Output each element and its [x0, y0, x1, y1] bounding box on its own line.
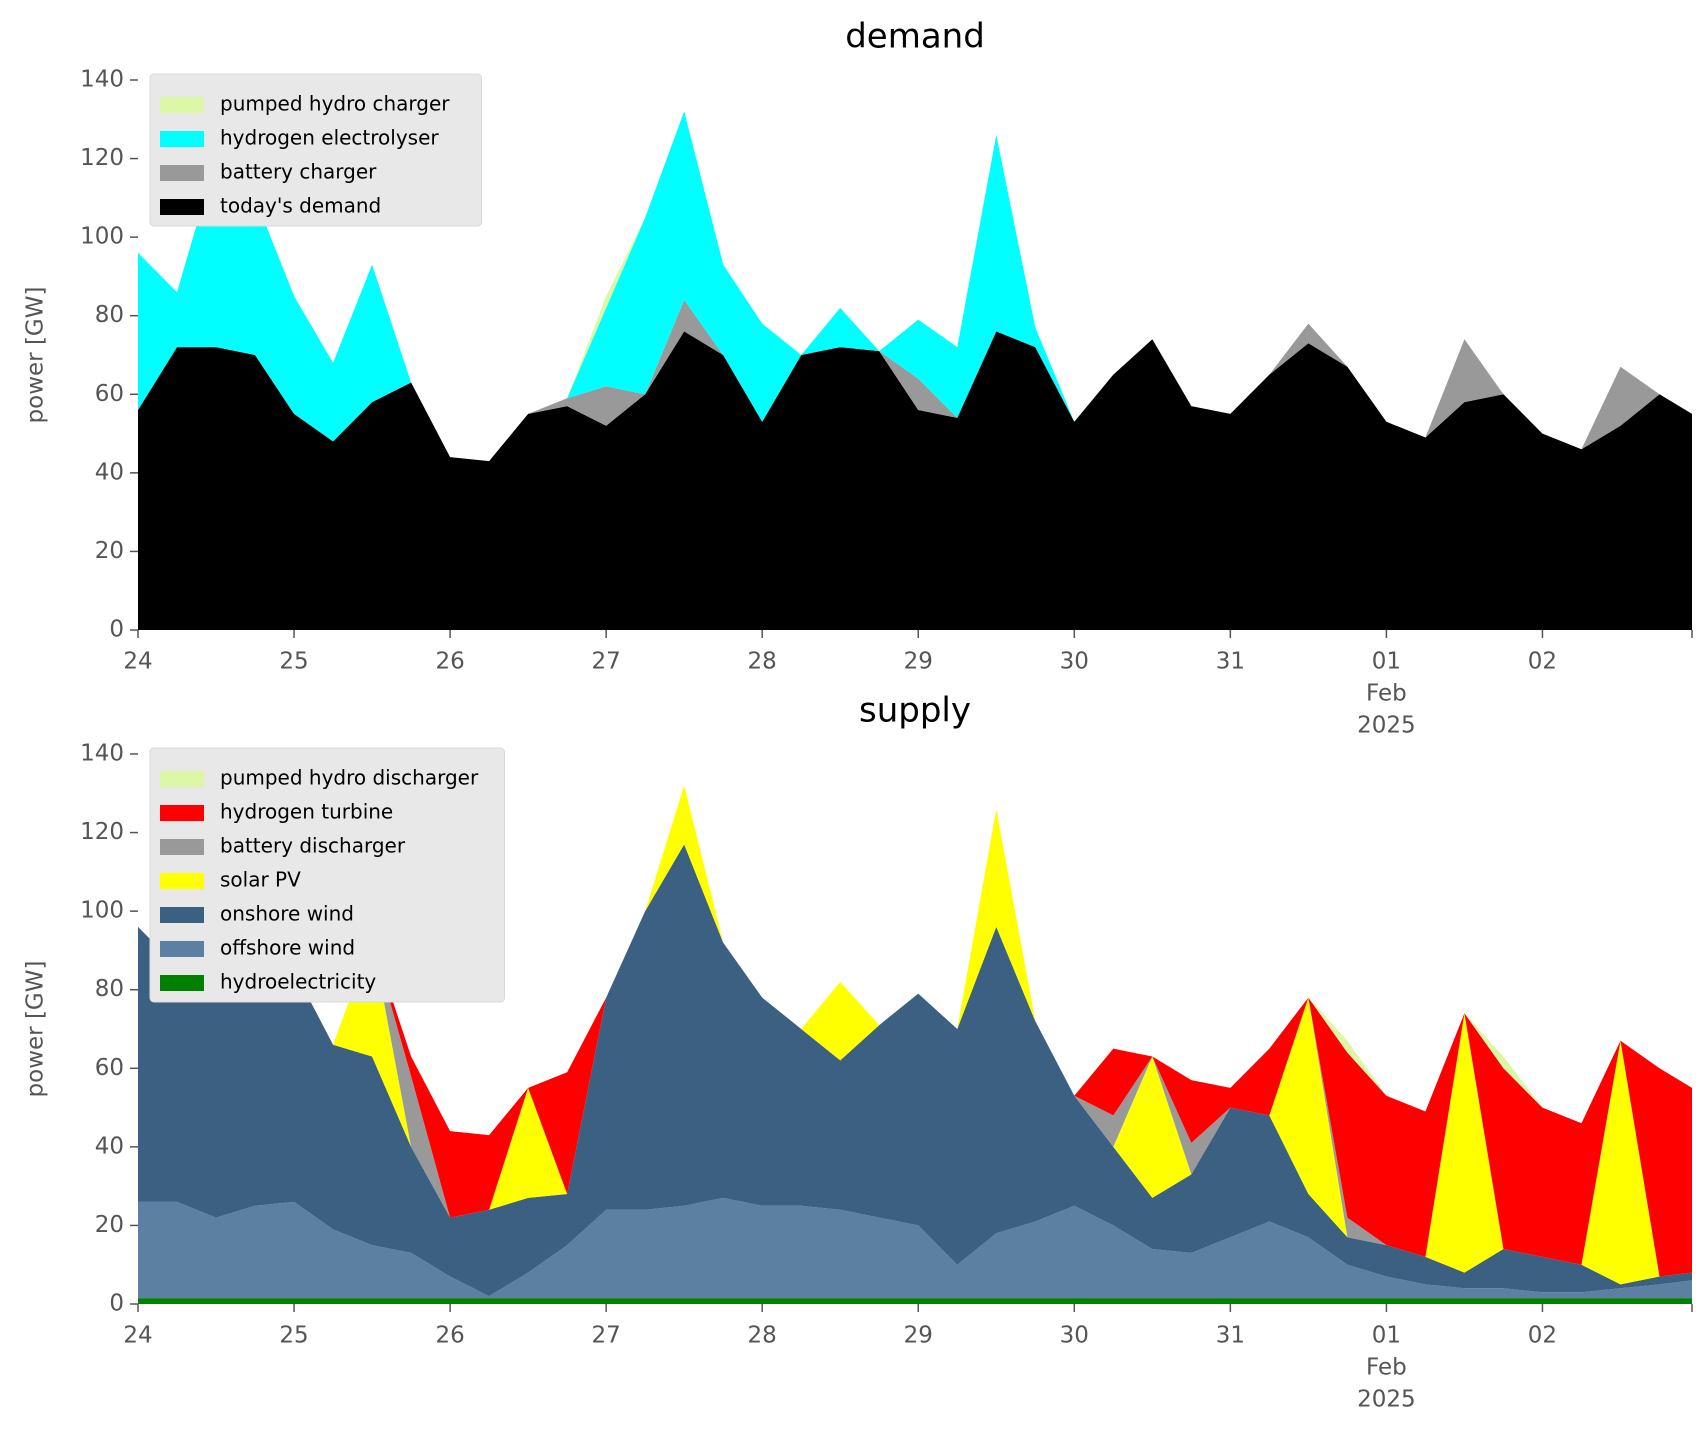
x-tick-label: 31 [1216, 649, 1245, 675]
x-tick-label: 28 [748, 1323, 777, 1349]
legend-label: battery charger [220, 160, 377, 184]
area [138, 785, 1692, 1277]
y-tick-label: 60 [95, 381, 124, 407]
legend-label: offshore wind [220, 936, 355, 960]
y-tick-label: 140 [80, 67, 124, 93]
legend-swatch [160, 771, 204, 787]
y-tick-label: 140 [80, 741, 124, 767]
legend-box [149, 73, 482, 227]
x-tick-label: 25 [279, 1323, 308, 1349]
area [138, 785, 1692, 1136]
legend-label: hydrogen turbine [220, 800, 393, 824]
chart-title: supply [859, 691, 971, 731]
y-tick-label: 20 [95, 1212, 124, 1238]
legend-label: onshore wind [220, 902, 354, 926]
x-tick-label: 29 [904, 1323, 933, 1349]
area [138, 300, 1692, 462]
legend-box [149, 747, 505, 1003]
area [138, 844, 1692, 1297]
y-tick-label: 100 [80, 224, 124, 250]
y-tick-label: 80 [95, 302, 124, 328]
y-tick-label: 80 [95, 976, 124, 1002]
x-tick-label: 26 [435, 649, 464, 675]
x-tick-label: 27 [592, 649, 621, 675]
x-tick-label: 24 [123, 1323, 152, 1349]
y-tick-label: 20 [95, 538, 124, 564]
legend-swatch [160, 907, 204, 923]
x-year-label: 2025 [1357, 713, 1416, 739]
x-tick-label: 30 [1060, 1323, 1089, 1349]
y-tick-label: 40 [95, 459, 124, 485]
y-tick-label: 60 [95, 1055, 124, 1081]
y-tick-label: 100 [80, 898, 124, 924]
legend-label: battery discharger [220, 834, 406, 858]
x-tick-label: 25 [279, 649, 308, 675]
legend-swatch [160, 805, 204, 821]
y-axis-label: power [GW] [23, 961, 49, 1098]
area [138, 785, 1692, 1285]
x-month-label: Feb [1366, 681, 1407, 707]
x-month-label: Feb [1366, 1355, 1407, 1381]
y-tick-label: 120 [80, 819, 124, 845]
x-tick-label: 31 [1216, 1323, 1245, 1349]
area [138, 1197, 1692, 1299]
x-tick-label: 27 [592, 1323, 621, 1349]
x-tick-label: 24 [123, 649, 152, 675]
legend-label: pumped hydro charger [220, 92, 450, 116]
x-year-label: 2025 [1357, 1387, 1416, 1413]
y-tick-label: 40 [95, 1133, 124, 1159]
legend-swatch [160, 839, 204, 855]
chart-title: demand [845, 17, 985, 57]
area [138, 1298, 1692, 1304]
legend-label: today's demand [220, 194, 381, 218]
y-tick-label: 0 [109, 1291, 124, 1317]
legend-swatch [160, 975, 204, 991]
legend-swatch [160, 165, 204, 181]
x-tick-label: 26 [435, 1323, 464, 1349]
x-tick-label: 29 [904, 649, 933, 675]
legend-swatch [160, 131, 204, 147]
legend-swatch [160, 873, 204, 889]
legend-label: hydroelectricity [220, 970, 376, 994]
x-tick-label: 02 [1528, 1323, 1557, 1349]
x-tick-label: 02 [1528, 649, 1557, 675]
y-axis-label: power [GW] [23, 287, 49, 424]
x-tick-label: 01 [1372, 649, 1401, 675]
x-tick-label: 30 [1060, 649, 1089, 675]
x-tick-label: 28 [748, 649, 777, 675]
y-tick-label: 0 [109, 617, 124, 643]
legend-label: pumped hydro discharger [220, 766, 479, 790]
area [138, 331, 1692, 630]
legend-swatch [160, 199, 204, 215]
legend-label: solar PV [220, 868, 301, 892]
legend-swatch [160, 97, 204, 113]
legend-swatch [160, 941, 204, 957]
x-tick-label: 01 [1372, 1323, 1401, 1349]
legend-label: hydrogen electrolyser [220, 126, 439, 150]
y-tick-label: 120 [80, 145, 124, 171]
